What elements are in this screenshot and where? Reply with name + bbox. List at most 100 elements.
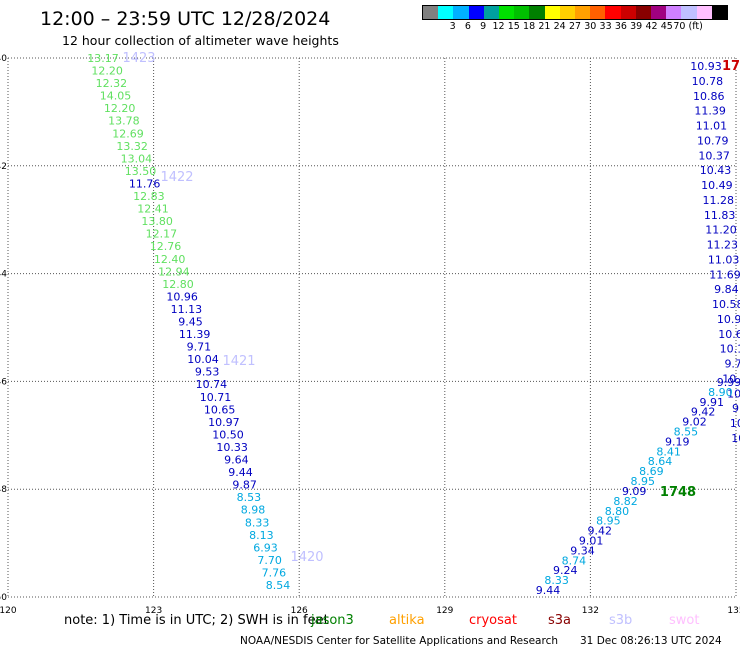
color-scale-label: 45 — [660, 21, 673, 32]
color-swatch — [681, 6, 697, 19]
wave-height-value: 12.17 — [146, 228, 178, 241]
wave-height-value: 9.91 — [700, 396, 725, 409]
color-swatch — [499, 6, 515, 19]
wave-height-value: 10.6 — [718, 328, 740, 341]
wave-height-value: 8.74 — [562, 554, 587, 567]
color-swatch — [544, 6, 560, 19]
lon-label: 132 — [582, 606, 599, 616]
color-scale-label: 18 — [523, 21, 536, 32]
wave-height-value: 8.90 — [708, 386, 733, 399]
pass-labels: 1423 1422 1421 1420 1748 17 — [122, 51, 740, 565]
wave-height-value: 9.7 — [724, 358, 740, 371]
wave-height-value: 8.33 — [245, 516, 270, 529]
lon-label: 126 — [291, 606, 308, 616]
wave-height-value: 9.42 — [691, 406, 716, 419]
color-swatch — [453, 6, 469, 19]
wave-height-value: 13.17 — [87, 52, 119, 65]
color-scale-label: 30 — [584, 21, 597, 32]
wave-height-value: 12.69 — [112, 127, 144, 140]
wave-height-value: 9.87 — [232, 479, 257, 492]
color-swatch — [711, 6, 728, 19]
wave-height-value: 8.82 — [613, 495, 638, 508]
wave-height-value: 10.74 — [196, 378, 228, 391]
color-swatch — [651, 6, 667, 19]
legend-jason3: jason3 — [311, 613, 354, 628]
wave-height-value: 8.98 — [241, 504, 266, 517]
wave-height-value: 12.94 — [158, 265, 190, 278]
wave-height-value: 9.44 — [228, 466, 253, 479]
legend-s3a: s3a — [548, 613, 572, 628]
color-swatch — [696, 6, 712, 19]
wave-height-value: 9.42 — [587, 525, 612, 538]
wave-height-value: 12.40 — [154, 253, 186, 266]
color-scale-label: 36 — [614, 21, 627, 32]
wave-height-value: 8.55 — [674, 426, 699, 439]
pass-time-label: 1420 — [290, 550, 323, 565]
color-swatch — [514, 6, 530, 19]
map-grid — [7, 57, 737, 598]
wave-height-value: 11.83 — [704, 209, 736, 222]
legend-cryosat: cryosat — [469, 613, 517, 628]
color-swatch — [635, 6, 652, 19]
wave-height-value: 12.80 — [162, 278, 194, 291]
wave-height-value: 9.99 — [717, 376, 740, 389]
wave-height-value: 12.41 — [137, 203, 169, 216]
wave-height-value: 13.80 — [141, 215, 173, 228]
wave-height-value: 10.93 — [690, 60, 722, 73]
color-scale-label: 39 — [630, 21, 643, 32]
wave-height-value: 11.28 — [702, 194, 734, 207]
wave-height-value: 11.39 — [179, 328, 211, 341]
wave-height-value: 10.58 — [712, 298, 740, 311]
color-scale-bar — [422, 5, 728, 20]
lon-label: 129 — [436, 606, 453, 616]
color-swatch — [438, 6, 454, 19]
color-swatch — [529, 6, 545, 19]
wave-height-value: 13.78 — [108, 115, 140, 128]
wave-height-value: 10.33 — [216, 441, 248, 454]
wave-height-value: 9.09 — [622, 485, 647, 498]
wave-height-value: 13.50 — [125, 165, 157, 178]
wave-height-value: 10.37 — [698, 149, 730, 162]
color-scale-label: 15 — [507, 21, 520, 32]
color-scale-label: 3 — [449, 21, 456, 32]
wave-height-value: 10.97 — [208, 416, 240, 429]
wave-height-value: 8.95 — [596, 515, 621, 528]
color-scale-labels: 3 6 9 12 15 18 21 24 27 30 33 36 39 42 45 70 (ft) — [422, 21, 728, 33]
wave-height-tracks: 13.1712.2012.3214.0512.2013.7812.6913.32… — [87, 52, 740, 597]
wave-height-value: 9.44 — [536, 584, 561, 597]
color-swatch — [620, 6, 636, 19]
wave-height-value: 9. — [732, 402, 740, 415]
pass-time-label: 1422 — [160, 170, 193, 185]
pass-time-label: 1748 — [660, 485, 696, 500]
color-swatch — [575, 6, 591, 19]
wave-height-value: 8.41 — [656, 445, 681, 458]
lon-label: 135 — [727, 606, 740, 616]
wave-height-value: 9.19 — [665, 435, 690, 448]
wave-height-value: 10. — [731, 432, 740, 445]
wave-height-value: 10.78 — [692, 75, 724, 88]
wave-height-value: 11.03 — [708, 253, 740, 266]
wave-height-value: 9.01 — [579, 534, 604, 547]
color-scale-label: 9 — [480, 21, 487, 32]
wave-height-value: 8.33 — [544, 574, 569, 587]
color-swatch — [483, 6, 500, 19]
wave-height-value: 11.23 — [707, 239, 739, 252]
wave-height-value: 11.76 — [129, 177, 161, 190]
map-title: 12:00 – 23:59 UTC 12/28/2024 — [40, 8, 331, 30]
wave-height-value: 7.70 — [257, 554, 282, 567]
wave-height-value: 12.32 — [96, 77, 128, 90]
wave-height-value: 8.69 — [639, 465, 664, 478]
lon-label: 120 — [0, 606, 17, 616]
wave-height-value: 8.80 — [605, 505, 630, 518]
footer-credit: NOAA/NESDIS Center for Satellite Applica… — [240, 635, 558, 647]
wave-height-value: 9.53 — [195, 366, 220, 379]
color-scale-label: 27 — [568, 21, 582, 32]
wave-height-value: 10.8 — [722, 372, 740, 385]
lat-label: -50 — [0, 593, 7, 603]
wave-height-value: 8.53 — [237, 491, 262, 504]
wave-height-value: 8.54 — [266, 579, 291, 592]
color-swatch — [605, 6, 621, 19]
lat-label: -40 — [0, 54, 7, 64]
wave-height-value: 12.20 — [91, 65, 123, 78]
